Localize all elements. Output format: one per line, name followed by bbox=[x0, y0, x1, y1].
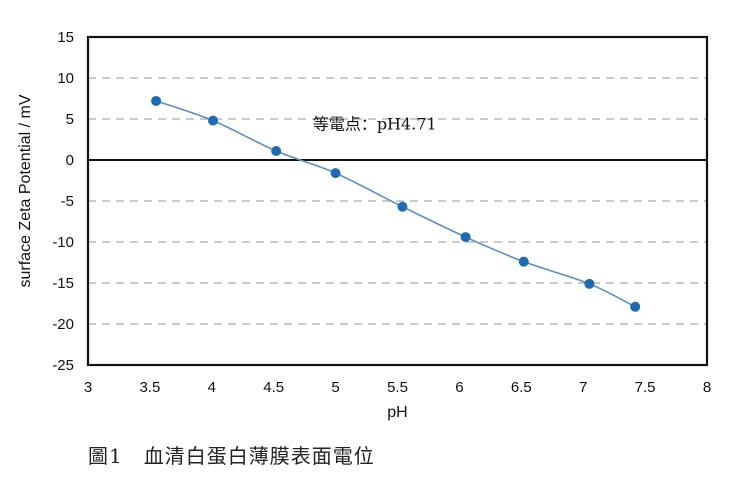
y-tick-label: -10 bbox=[52, 234, 74, 251]
x-tick-label: 7 bbox=[579, 379, 587, 396]
y-tick-labels: 15 10 5 0 -5 -10 -15 -20 -25 bbox=[52, 29, 74, 374]
data-point-marker bbox=[584, 278, 595, 289]
isoelectric-point-annotation: 等電点：pH4.71 bbox=[313, 115, 437, 134]
gridlines bbox=[88, 77, 707, 325]
y-tick-label: -5 bbox=[61, 193, 74, 210]
x-tick-label: 3 bbox=[84, 379, 92, 396]
zeta-potential-chart: 15 10 5 0 -5 -10 -15 -20 -25 3 3.5 4 4.5 5 5.5 6 6.5 7 7.… bbox=[17, 29, 711, 421]
x-tick-label: 4 bbox=[208, 379, 216, 396]
data-point-marker bbox=[271, 145, 282, 156]
data-series-markers bbox=[151, 95, 641, 312]
plot-frame bbox=[86, 35, 709, 367]
x-tick-label: 5.5 bbox=[387, 379, 408, 396]
data-point-marker bbox=[330, 168, 341, 179]
x-tick-label: 6.5 bbox=[511, 379, 532, 396]
y-tick-label: -25 bbox=[52, 357, 74, 374]
data-point-marker bbox=[397, 201, 408, 212]
y-tick-label: -15 bbox=[52, 275, 74, 292]
x-tick-label: 4.5 bbox=[263, 379, 284, 396]
x-tick-labels: 3 3.5 4 4.5 5 5.5 6 6.5 7 7.5 8 bbox=[84, 379, 711, 396]
x-tick-label: 5 bbox=[331, 379, 339, 396]
x-tick-label: 8 bbox=[703, 379, 711, 396]
x-tick-label: 7.5 bbox=[635, 379, 656, 396]
x-tick-label: 3.5 bbox=[139, 379, 160, 396]
x-tick-label: 6 bbox=[455, 379, 463, 396]
data-point-marker bbox=[518, 256, 529, 267]
y-tick-label: 10 bbox=[57, 70, 74, 87]
data-point-marker bbox=[151, 95, 162, 106]
y-tick-label: 15 bbox=[57, 29, 74, 46]
y-axis-title: surface Zeta Potential / mV bbox=[17, 94, 34, 287]
y-tick-label: -20 bbox=[52, 316, 74, 333]
data-point-marker bbox=[630, 301, 641, 312]
x-axis-title: pH bbox=[387, 404, 407, 421]
y-tick-label: 0 bbox=[66, 152, 74, 169]
data-point-marker bbox=[460, 232, 471, 243]
figure-caption: 圖1 血清白蛋白薄膜表面電位 bbox=[88, 444, 375, 468]
data-point-marker bbox=[208, 115, 219, 126]
y-tick-label: 5 bbox=[66, 111, 74, 128]
